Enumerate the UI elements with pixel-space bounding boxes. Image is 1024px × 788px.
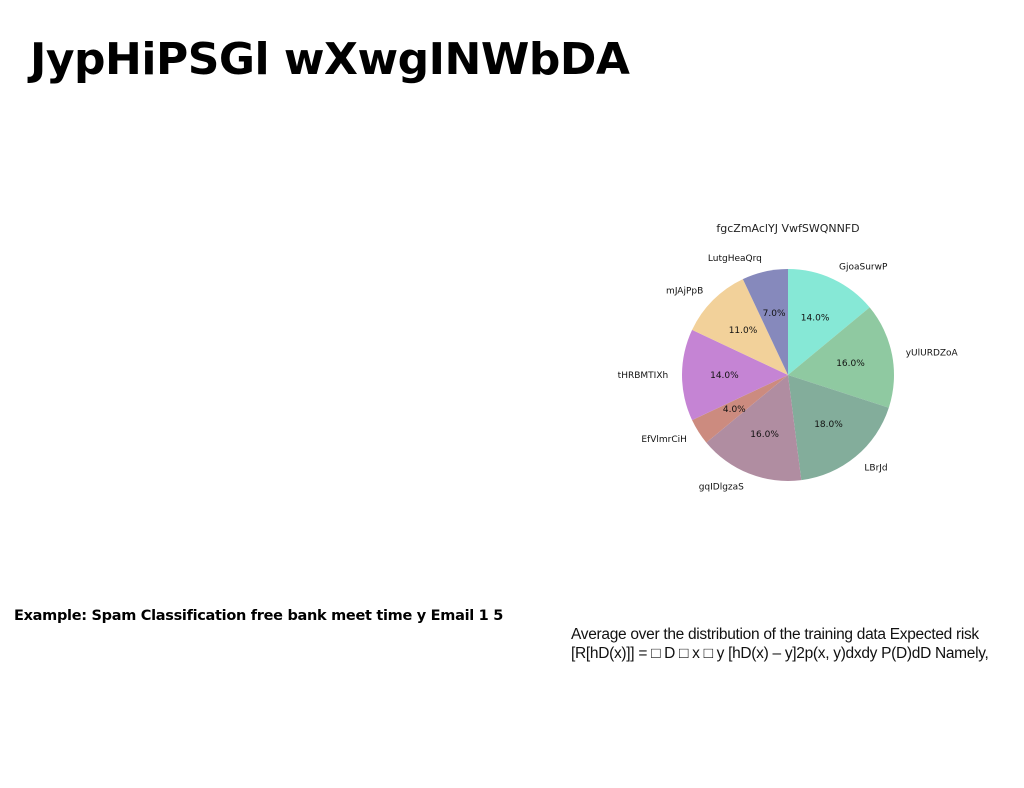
pie-chart: fgcZmAclYJ VwfSWQNNFD 14.0% GjoaSurwP 16.0…	[610, 212, 970, 522]
pie-slice-pct-label: 18.0%	[814, 420, 843, 430]
slide-title: JypHiPSGl wXwgINWbDA	[30, 34, 630, 85]
pie-slice-pct-label: 7.0%	[763, 309, 786, 319]
pie-slice-category-label: LutgHeaQrq	[708, 254, 762, 264]
pie-labels: 14.0% GjoaSurwP 16.0% yUlURDZoA 18.0% LBrJd 16…	[618, 254, 959, 492]
risk-text-line-1: Average over the distribution of the tra…	[571, 626, 979, 643]
pie-slice-3	[706, 375, 802, 481]
pie-slice-5	[682, 329, 788, 421]
expected-risk-text: Average over the distribution of the tra…	[571, 625, 1021, 663]
pie-slice-category-label: GjoaSurwP	[839, 263, 888, 273]
pie-slice-category-label: LBrJd	[864, 463, 887, 473]
pie-slice-pct-label: 14.0%	[710, 371, 739, 381]
pie-slice-1	[788, 307, 894, 408]
pie-slice-pct-label: 16.0%	[750, 430, 779, 440]
example-heading: Example: Spam Classification free bank m…	[14, 608, 503, 624]
pie-chart-svg: fgcZmAclYJ VwfSWQNNFD 14.0% GjoaSurwP 16.0…	[618, 222, 959, 492]
pie-slice-pct-label: 11.0%	[729, 326, 758, 336]
pie-slice-pct-label: 16.0%	[836, 359, 865, 369]
pie-slice-6	[692, 279, 788, 375]
pie-slice-pct-label: 4.0%	[723, 405, 746, 415]
pie-slice-4	[692, 375, 788, 443]
pie-slice-pct-label: 14.0%	[801, 314, 830, 324]
pie-slices	[682, 269, 894, 481]
pie-slice-category-label: mJAjPpB	[666, 286, 703, 296]
pie-slice-category-label: EfVlmrCiH	[641, 435, 687, 445]
chart-title: fgcZmAclYJ VwfSWQNNFD	[716, 222, 859, 235]
pie-slice-category-label: gqIDlgzaS	[699, 482, 744, 492]
risk-text-line-2: [R[hD(x)]] = □ D □ x □ y [hD(x) – y]2p(x…	[571, 645, 989, 662]
pie-slice-0	[788, 269, 870, 375]
pie-slice-category-label: yUlURDZoA	[906, 349, 959, 359]
pie-slice-category-label: tHRBMTIXh	[618, 371, 669, 381]
pie-slice-7	[742, 269, 788, 375]
pie-slice-2	[788, 375, 889, 481]
